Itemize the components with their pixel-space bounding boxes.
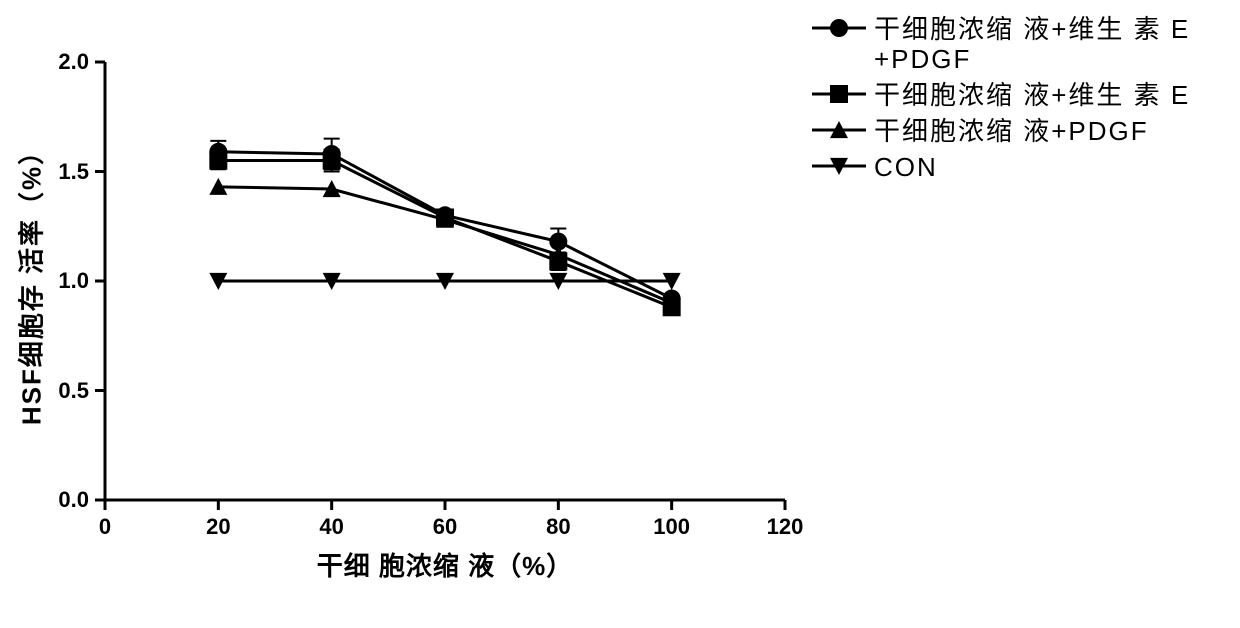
x-tick-label: 60 xyxy=(433,514,457,540)
legend-item: 干细胞浓缩 液+PDGF xyxy=(810,116,1190,146)
legend: 干细胞浓缩 液+维生 素 E+PDGF 干细胞浓缩 液+维生 素 E 干细胞浓缩 液… xyxy=(810,14,1190,188)
x-tick-label: 100 xyxy=(653,514,690,540)
legend-label: CON xyxy=(874,152,938,182)
legend-label: 干细胞浓缩 液+PDGF xyxy=(874,116,1149,146)
y-tick-label: 1.5 xyxy=(58,159,89,185)
y-tick-label: 2.0 xyxy=(58,49,89,75)
legend-item: 干细胞浓缩 液+维生 素 E+PDGF xyxy=(810,14,1190,74)
y-axis-title: HSF细胞存 活率（%） xyxy=(12,137,49,425)
legend-swatch xyxy=(810,116,868,144)
x-tick-label: 20 xyxy=(206,514,230,540)
series-s3 xyxy=(209,178,680,311)
series-s2 xyxy=(209,150,680,317)
y-tick-label: 1.0 xyxy=(58,268,89,294)
x-tick-label: 80 xyxy=(546,514,570,540)
legend-swatch xyxy=(810,152,868,180)
x-tick-label: 40 xyxy=(319,514,343,540)
x-tick-label: 120 xyxy=(767,514,804,540)
legend-swatch xyxy=(810,14,868,42)
legend-item: CON xyxy=(810,152,1190,182)
legend-item: 干细胞浓缩 液+维生 素 E xyxy=(810,80,1190,110)
chart-canvas: HSF细胞存 活率（%） 干细 胞浓缩 液（%） 0 20 40 60 80 100 120… xyxy=(0,0,1240,628)
legend-label: 干细胞浓缩 液+维生 素 E+PDGF xyxy=(874,14,1190,74)
y-tick-label: 0.0 xyxy=(58,487,89,513)
x-axis-title: 干细 胞浓缩 液（%） xyxy=(317,546,574,583)
legend-label: 干细胞浓缩 液+维生 素 E xyxy=(874,80,1190,110)
legend-swatch xyxy=(810,80,868,108)
x-tick-label: 0 xyxy=(99,514,111,540)
y-tick-label: 0.5 xyxy=(58,378,89,404)
